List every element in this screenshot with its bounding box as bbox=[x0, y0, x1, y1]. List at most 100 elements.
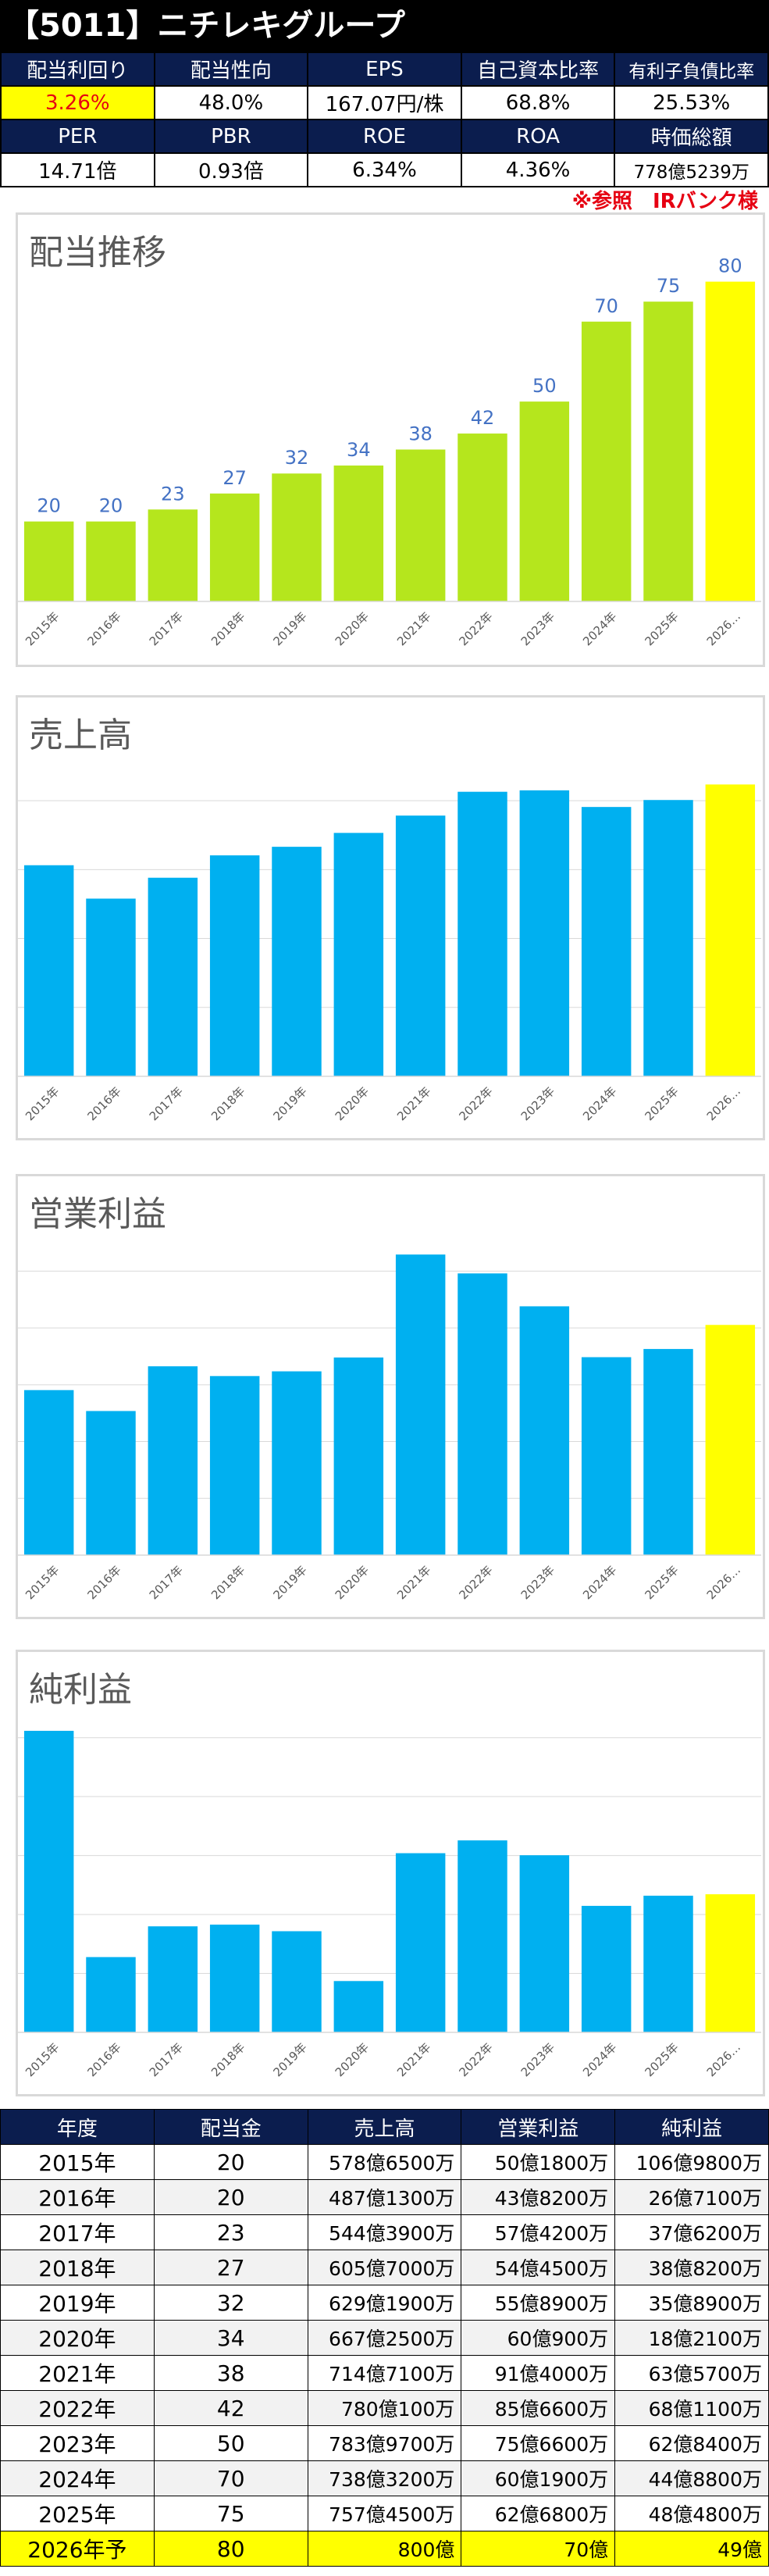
bar bbox=[272, 473, 322, 601]
tick-label: 2020年 bbox=[333, 1563, 372, 1602]
bar bbox=[643, 1349, 693, 1555]
table-row: 2022年 42 780億100万 85億6600万 68億1100万 bbox=[0, 2390, 769, 2426]
table-cell: 48億4800万 bbox=[614, 2496, 769, 2531]
tick-label: 2020年 bbox=[333, 2040, 372, 2079]
table-cell: 2023年 bbox=[0, 2425, 155, 2461]
table-header: 純利益 bbox=[614, 2109, 769, 2145]
tick-label: 2023年 bbox=[518, 1084, 557, 1123]
metric-label: PBR bbox=[153, 119, 309, 154]
table-cell: 2016年 bbox=[0, 2179, 155, 2215]
tick-label: 2025年 bbox=[642, 2040, 681, 2079]
data-label: 27 bbox=[223, 467, 247, 489]
tick-label: 2022年 bbox=[456, 609, 495, 648]
table-cell: 2015年 bbox=[0, 2144, 155, 2180]
metric-label: 時価総額 bbox=[614, 119, 769, 154]
tick-label: 2018年 bbox=[208, 1084, 247, 1123]
chart-title: 売上高 bbox=[29, 715, 132, 755]
data-label: 34 bbox=[347, 439, 371, 461]
bar bbox=[643, 1896, 693, 2032]
table-row: 2015年 20 578億6500万 50億1800万 106億9800万 bbox=[0, 2144, 769, 2180]
bar bbox=[519, 790, 570, 1076]
table-cell: 43億8200万 bbox=[461, 2179, 616, 2215]
net-income-chart-panel: 2015年 2016年 2017年 2018年 2019年 2020年 2021年 2022年… bbox=[16, 1650, 765, 2096]
tick-label: 2023年 bbox=[518, 1563, 557, 1602]
table-cell: 2018年 bbox=[0, 2250, 155, 2285]
table-cell: 57億4200万 bbox=[461, 2214, 616, 2250]
metric-label: EPS bbox=[307, 52, 462, 87]
table-header: 配当金 bbox=[153, 2109, 308, 2145]
bar bbox=[209, 855, 260, 1076]
tick-label: 2024年 bbox=[580, 609, 619, 648]
chart-title: 営業利益 bbox=[29, 1194, 166, 1234]
table-cell: 667億2500万 bbox=[307, 2320, 462, 2356]
metric-value: 167.07円/株 bbox=[307, 85, 462, 120]
table-cell: 27 bbox=[153, 2250, 308, 2285]
table-cell: 629億1900万 bbox=[307, 2285, 462, 2321]
table-cell: 578億6500万 bbox=[307, 2144, 462, 2180]
table-header: 売上高 bbox=[307, 2109, 462, 2145]
financial-data-table: 年度 配当金 売上高 営業利益 純利益 2015年 20 578億6500万 50億1… bbox=[0, 2109, 769, 2567]
table-cell: 70 bbox=[153, 2460, 308, 2496]
table-cell: 714億7100万 bbox=[307, 2355, 462, 2391]
tick-label: 2026… bbox=[704, 1563, 743, 1602]
table-cell: 2022年 bbox=[0, 2390, 155, 2426]
tick-label: 2021年 bbox=[394, 1563, 433, 1602]
bar bbox=[209, 1375, 260, 1555]
table-cell: 44億8800万 bbox=[614, 2460, 769, 2496]
bar bbox=[457, 1273, 507, 1555]
table-cell: 75億6600万 bbox=[461, 2425, 616, 2461]
bar bbox=[457, 433, 507, 601]
table-cell: 50億1800万 bbox=[461, 2144, 616, 2180]
table-row: 2017年 23 544億3900万 57億4200万 37億6200万 bbox=[0, 2214, 769, 2250]
data-label: 75 bbox=[657, 275, 681, 297]
tick-label: 2017年 bbox=[147, 1084, 186, 1123]
bar bbox=[23, 1390, 74, 1555]
tick-label: 2015年 bbox=[23, 1563, 62, 1602]
metric-label: ROA bbox=[460, 119, 616, 154]
sales-chart-panel: 2015年 2016年 2017年 2018年 2019年 2020年 2021年 2022年… bbox=[16, 695, 765, 1140]
bar bbox=[23, 865, 74, 1076]
metric-value: 48.0% bbox=[153, 85, 309, 120]
table-row: 2019年 32 629億1900万 55億8900万 35億8900万 bbox=[0, 2285, 769, 2321]
table-cell: 106億9800万 bbox=[614, 2144, 769, 2180]
table-cell: 91億4000万 bbox=[461, 2355, 616, 2391]
metric-label: PER bbox=[0, 119, 155, 154]
table-cell: 50 bbox=[153, 2425, 308, 2461]
operating-profit-chart: 2015年 2016年 2017年 2018年 2019年 2020年 2021年 2022年… bbox=[18, 1254, 761, 1602]
data-label: 20 bbox=[99, 495, 123, 517]
table-cell: 800億 bbox=[307, 2531, 462, 2567]
table-cell: 60億1900万 bbox=[461, 2460, 616, 2496]
metrics-label-row-1: 配当利回り 配当性向 EPS 自己資本比率 有利子負債比率 bbox=[0, 52, 769, 87]
table-cell: 2017年 bbox=[0, 2214, 155, 2250]
metric-label: 自己資本比率 bbox=[460, 52, 616, 87]
bar bbox=[272, 847, 322, 1076]
table-cell: 23 bbox=[153, 2214, 308, 2250]
table-cell: 34 bbox=[153, 2320, 308, 2356]
tick-label: 2021年 bbox=[394, 2040, 433, 2079]
table-cell: 60億900万 bbox=[461, 2320, 616, 2356]
tick-label: 2022年 bbox=[456, 1563, 495, 1602]
bar bbox=[581, 1906, 632, 2032]
table-cell: 738億3200万 bbox=[307, 2460, 462, 2496]
bar bbox=[148, 1366, 198, 1555]
tick-label: 2018年 bbox=[208, 2040, 247, 2079]
bar bbox=[705, 1325, 756, 1555]
bar bbox=[519, 1855, 570, 2032]
metric-label: 配当利回り bbox=[0, 52, 155, 87]
tick-label: 2018年 bbox=[208, 609, 247, 648]
metrics-table: 配当利回り 配当性向 EPS 自己資本比率 有利子負債比率 3.26% 48.0… bbox=[0, 52, 769, 187]
bar bbox=[643, 301, 693, 601]
tick-label: 2023年 bbox=[518, 2040, 557, 2079]
table-row: 2021年 38 714億7100万 91億4000万 63億5700万 bbox=[0, 2355, 769, 2391]
table-cell: 26億7100万 bbox=[614, 2179, 769, 2215]
bar bbox=[86, 1957, 136, 2032]
dividend-chart-panel: 20 2015年 20 2016年 23 2017年 27 2018年 32 2019年 34 202… bbox=[16, 212, 765, 667]
metrics-label-row-2: PER PBR ROE ROA 時価総額 bbox=[0, 119, 769, 154]
tick-label: 2023年 bbox=[518, 609, 557, 648]
dividend-yield-value: 3.26% bbox=[0, 85, 155, 120]
metric-value: 6.34% bbox=[307, 152, 462, 187]
tick-label: 2025年 bbox=[642, 1563, 681, 1602]
table-cell: 80 bbox=[153, 2531, 308, 2567]
tick-label: 2019年 bbox=[270, 609, 309, 648]
source-note: ※参照 IRバンク様 bbox=[571, 190, 758, 213]
